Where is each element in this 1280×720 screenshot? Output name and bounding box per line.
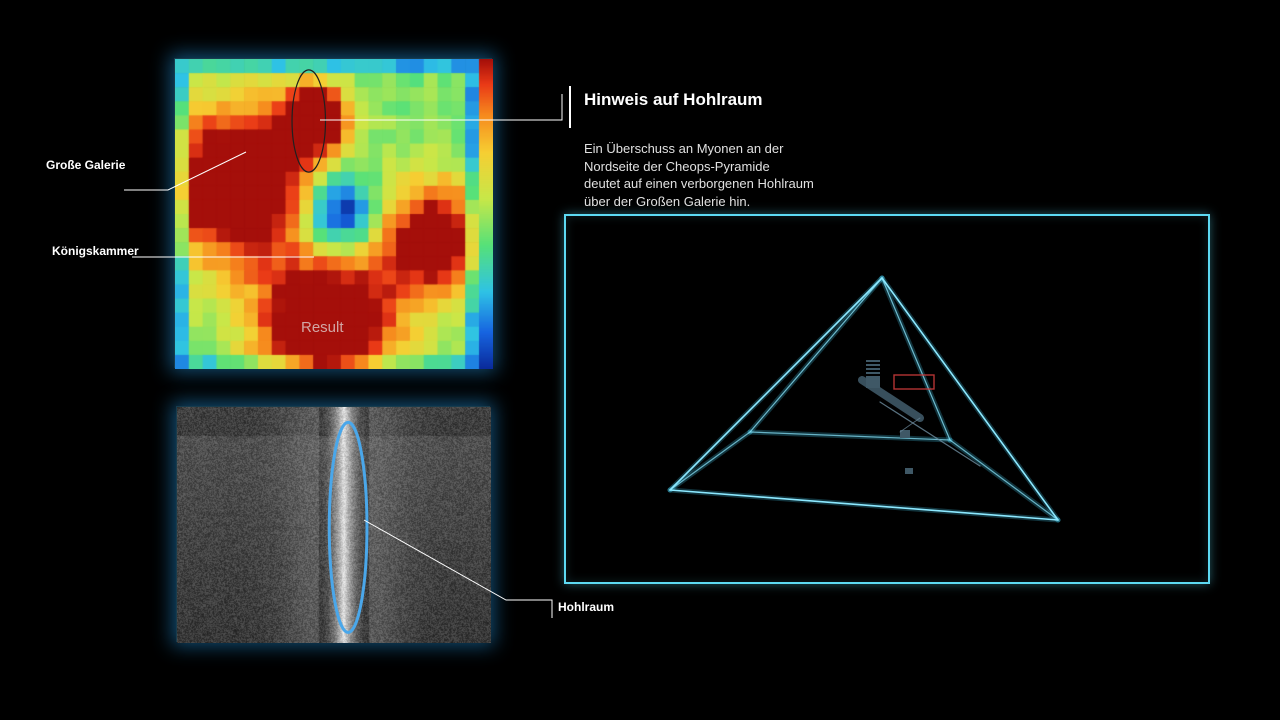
label-hohlraum: Hohlraum <box>558 600 614 614</box>
label-koenigskammer: Königskammer <box>52 244 139 258</box>
label-grosse-galerie: Große Galerie <box>46 158 125 172</box>
section-title: Hinweis auf Hohlraum <box>584 90 763 110</box>
section-description: Ein Überschuss an Myonen an der Nordseit… <box>584 140 814 210</box>
